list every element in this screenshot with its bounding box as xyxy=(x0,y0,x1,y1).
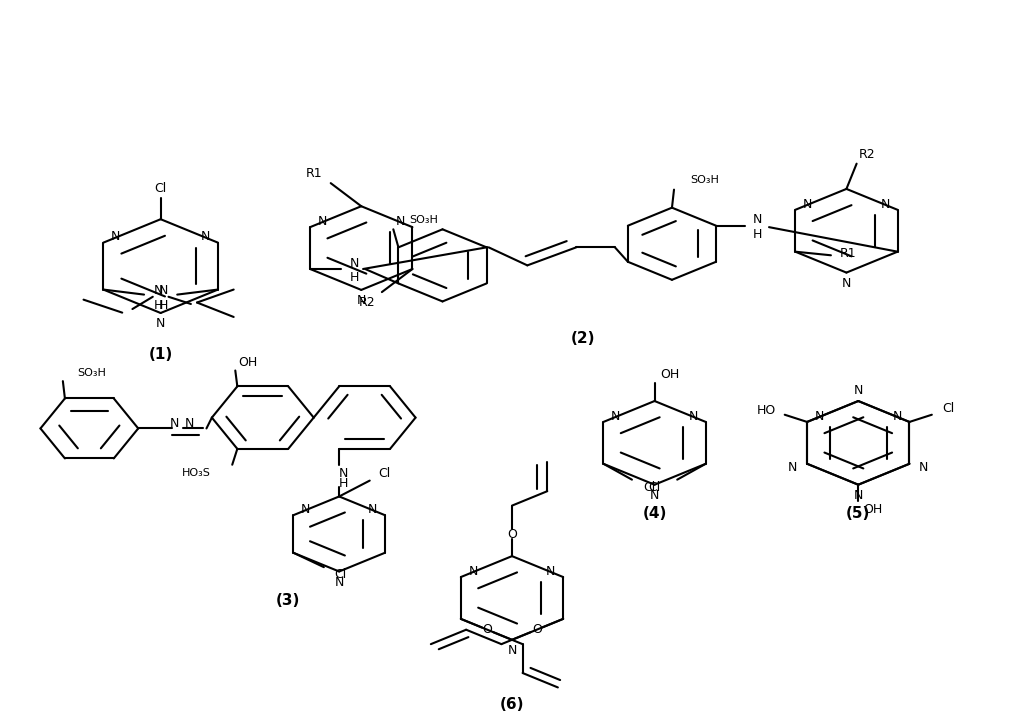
Text: Cl: Cl xyxy=(155,182,167,196)
Text: R2: R2 xyxy=(858,148,876,161)
Text: N: N xyxy=(317,215,327,228)
Text: (5): (5) xyxy=(846,506,870,521)
Text: N: N xyxy=(803,198,812,211)
Text: N: N xyxy=(335,576,344,589)
Text: N: N xyxy=(201,230,211,244)
Text: R1: R1 xyxy=(840,247,856,260)
Text: N: N xyxy=(611,410,621,422)
Text: N: N xyxy=(650,489,659,502)
Text: Cl: Cl xyxy=(643,481,655,494)
Text: N: N xyxy=(893,410,902,422)
Text: OH: OH xyxy=(660,368,680,381)
Text: (2): (2) xyxy=(571,332,596,347)
Text: N: N xyxy=(368,503,378,516)
Text: N: N xyxy=(854,489,863,502)
Text: N: N xyxy=(788,461,798,474)
Text: N: N xyxy=(546,565,556,578)
Text: OH: OH xyxy=(238,356,257,369)
Text: Cl: Cl xyxy=(378,467,390,480)
Text: N: N xyxy=(156,317,165,330)
Text: N: N xyxy=(154,284,163,297)
Text: N: N xyxy=(301,503,310,516)
Text: Cl: Cl xyxy=(334,568,346,581)
Text: H: H xyxy=(753,228,763,241)
Text: (6): (6) xyxy=(500,697,524,712)
Text: R1: R1 xyxy=(306,166,323,180)
Text: N: N xyxy=(468,565,478,578)
Text: N: N xyxy=(881,198,890,211)
Text: (1): (1) xyxy=(148,348,173,362)
Text: N: N xyxy=(507,644,517,657)
Text: O: O xyxy=(507,528,517,541)
Text: N: N xyxy=(170,417,179,430)
Text: N: N xyxy=(184,417,194,430)
Text: R2: R2 xyxy=(358,296,375,309)
Text: O: O xyxy=(531,623,542,636)
Text: H: H xyxy=(350,271,359,284)
Text: HO₃S: HO₃S xyxy=(182,468,211,478)
Text: N: N xyxy=(356,294,366,308)
Text: HO: HO xyxy=(757,404,776,417)
Text: N: N xyxy=(753,214,763,226)
Text: N: N xyxy=(111,230,120,244)
Text: N: N xyxy=(339,467,348,480)
Text: OH: OH xyxy=(863,503,882,515)
Text: (4): (4) xyxy=(642,506,667,521)
Text: O: O xyxy=(482,623,493,636)
Text: SO₃H: SO₃H xyxy=(410,215,438,225)
Text: Cl: Cl xyxy=(648,481,660,494)
Text: SO₃H: SO₃H xyxy=(77,368,105,378)
Text: Cl: Cl xyxy=(942,403,954,415)
Text: N: N xyxy=(159,284,168,297)
Text: N: N xyxy=(919,461,929,474)
Text: N: N xyxy=(350,257,359,270)
Text: H: H xyxy=(154,299,163,312)
Text: N: N xyxy=(395,215,404,228)
Text: N: N xyxy=(854,385,863,398)
Text: SO₃H: SO₃H xyxy=(690,175,719,185)
Text: N: N xyxy=(815,410,824,422)
Text: (3): (3) xyxy=(276,593,300,608)
Text: H: H xyxy=(159,299,168,312)
Text: N: N xyxy=(842,277,851,290)
Text: N: N xyxy=(689,410,698,422)
Text: H: H xyxy=(339,477,348,490)
